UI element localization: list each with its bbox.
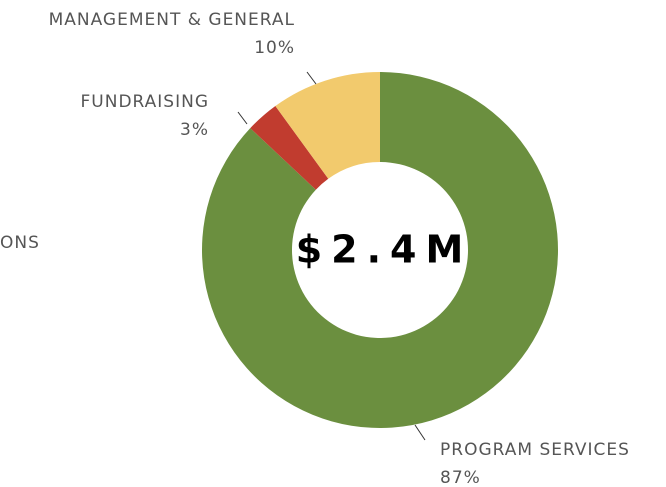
slice bbox=[275, 72, 380, 179]
leader-line bbox=[306, 71, 317, 85]
slice-label: MANAGEMENT & GENERAL bbox=[49, 10, 295, 30]
leader-line bbox=[414, 424, 426, 441]
slice bbox=[201, 72, 558, 429]
value-label: 87% bbox=[440, 468, 481, 487]
leader-line bbox=[237, 111, 248, 125]
slice-label: FUNDRAISING bbox=[81, 92, 210, 112]
value-label: 10% bbox=[254, 38, 295, 58]
value-label: 3% bbox=[180, 120, 209, 140]
center-label: $2.4M bbox=[296, 228, 473, 272]
annotation: ONS bbox=[0, 233, 40, 253]
donut bbox=[201, 72, 558, 429]
slice-label: PROGRAM SERVICES bbox=[440, 440, 630, 460]
slice bbox=[250, 105, 329, 190]
